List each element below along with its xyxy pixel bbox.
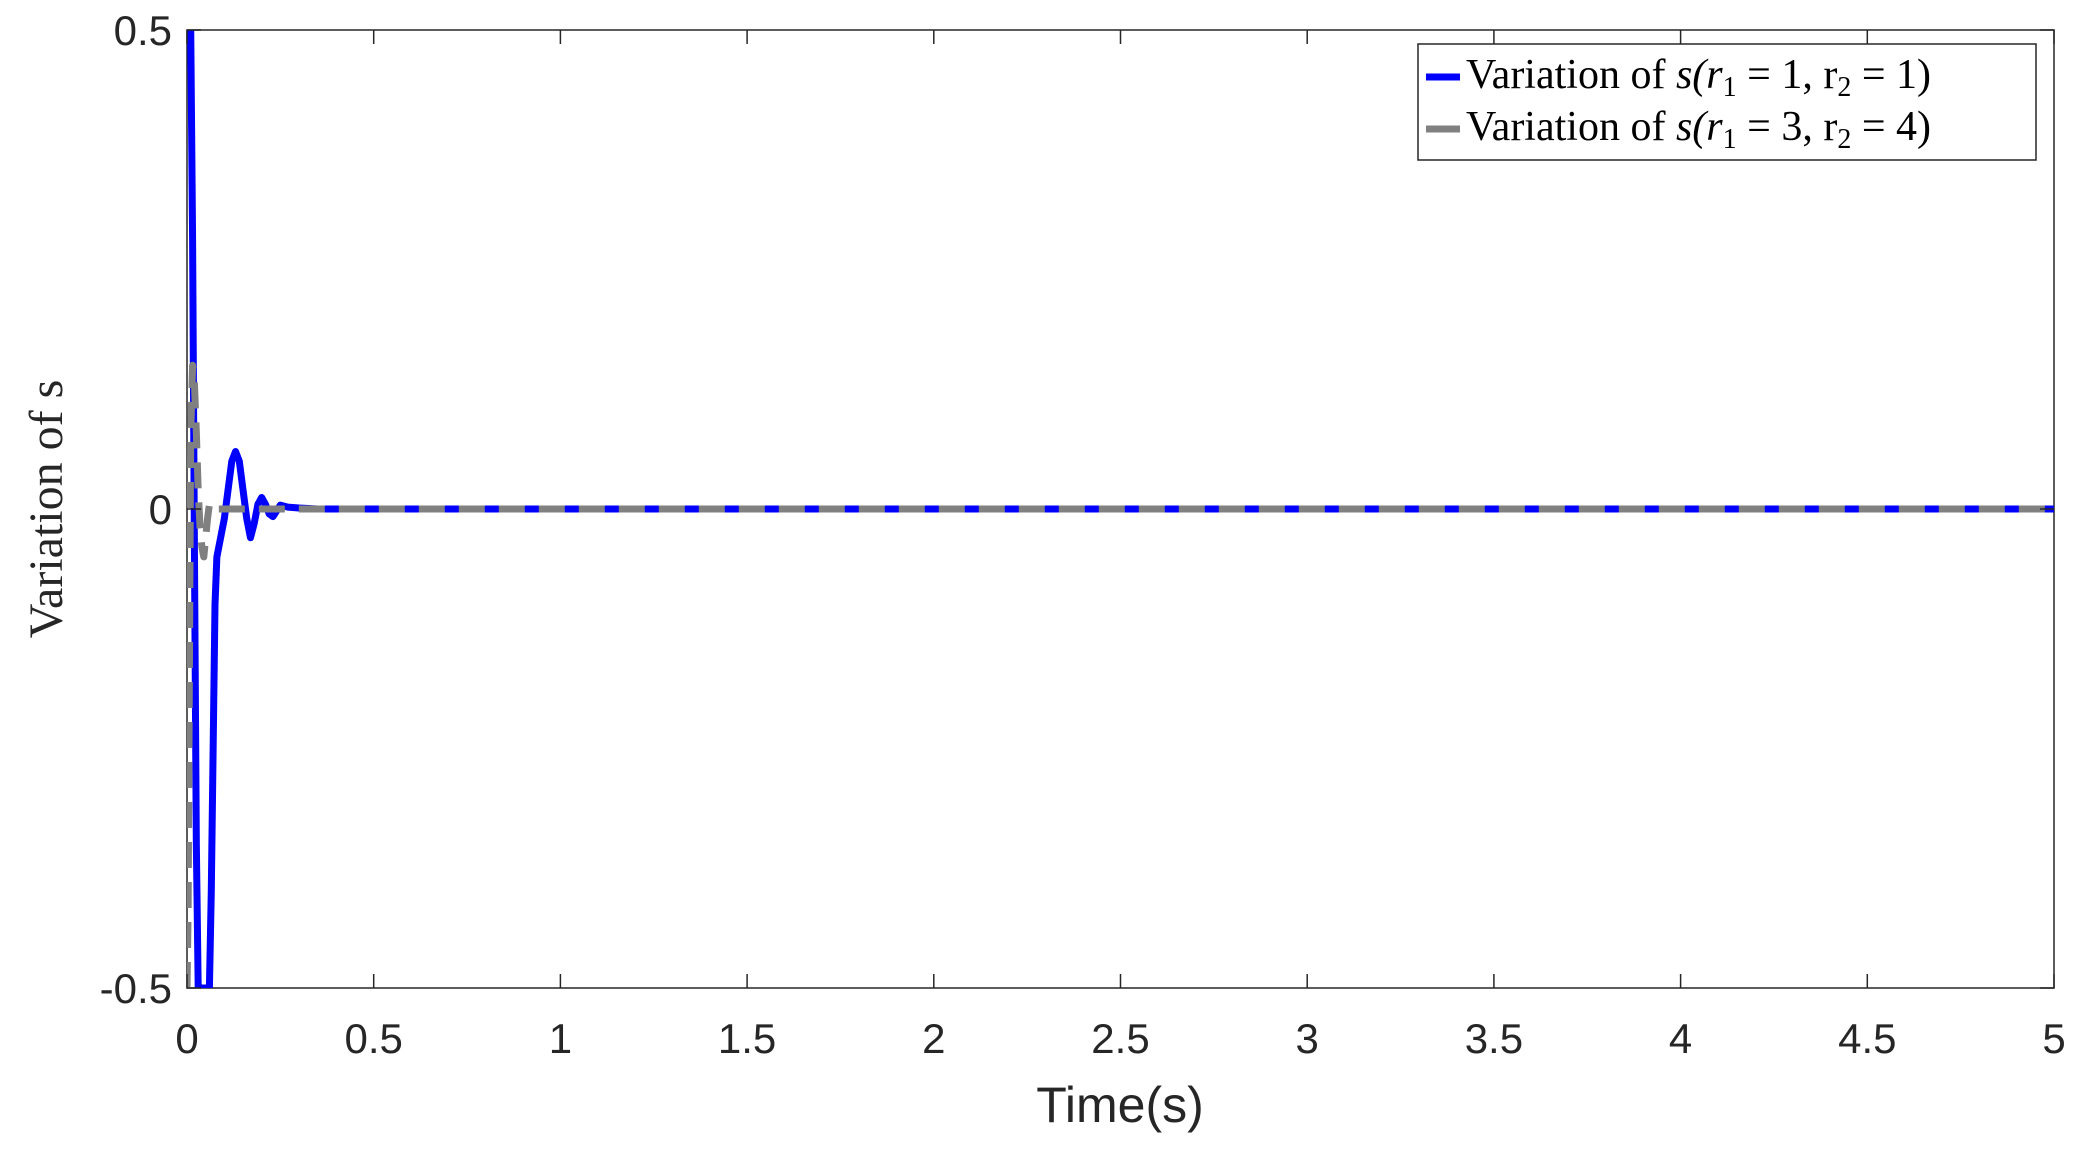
x-tick-label: 1.5 xyxy=(718,1015,776,1062)
legend-entry-2-text: Variation of xyxy=(1466,104,1676,150)
x-tick-label: 3.5 xyxy=(1465,1015,1523,1062)
legend-entry-2: Variation of s(r1 = 3, r2 = 4) xyxy=(1466,104,1931,155)
legend-entry-1-math-b: = 1, r xyxy=(1737,52,1838,98)
legend-box xyxy=(1417,43,2037,161)
y-axis: -0.5 0 0.5 xyxy=(100,7,2054,1012)
x-axis-label: Time(s) xyxy=(1036,1077,1204,1133)
x-tick-label: 0.5 xyxy=(345,1015,403,1062)
legend-entry-1-math-c: = 1) xyxy=(1851,52,1931,98)
y-axis-label: Variation of s xyxy=(20,380,73,639)
x-tick-label: 4 xyxy=(1669,1015,1692,1062)
legend-entry-1-sub-a: 1 xyxy=(1723,72,1737,103)
x-tick-label: 4.5 xyxy=(1838,1015,1896,1062)
y-tick-label: 0 xyxy=(149,486,172,533)
legend-entry-1: Variation of s(r1 = 1, r2 = 1) xyxy=(1466,52,1931,103)
x-tick-label: 2.5 xyxy=(1091,1015,1149,1062)
series-layer xyxy=(187,30,2054,988)
x-tick-label: 3 xyxy=(1296,1015,1319,1062)
legend-entry-1-text: Variation of xyxy=(1466,52,1676,98)
legend-entry-2-math-a: s(r xyxy=(1676,104,1723,150)
y-tick-label: -0.5 xyxy=(100,965,172,1012)
x-tick-label: 2 xyxy=(922,1015,945,1062)
x-axis: 0 0.5 1 1.5 2 2.5 3 3.5 4 4.5 5 xyxy=(175,30,2066,1062)
legend-entry-2-math-c: = 4) xyxy=(1851,104,1931,150)
legend-entry-1-sub-b: 2 xyxy=(1837,72,1851,103)
legend-entry-2-sub-b: 2 xyxy=(1837,124,1851,155)
legend-entry-2-math-b: = 3, r xyxy=(1737,104,1838,150)
series-line-2 xyxy=(187,361,2054,988)
legend-entry-1-math-a: s(r xyxy=(1676,52,1723,98)
legend-entry-2-sub-a: 1 xyxy=(1723,124,1737,155)
x-tick-label: 5 xyxy=(2042,1015,2065,1062)
x-tick-label: 0 xyxy=(175,1015,198,1062)
y-tick-label: 0.5 xyxy=(114,7,172,54)
x-tick-label: 1 xyxy=(549,1015,572,1062)
legend: Variation of s(r1 = 1, r2 = 1) Variation… xyxy=(1417,43,2037,161)
